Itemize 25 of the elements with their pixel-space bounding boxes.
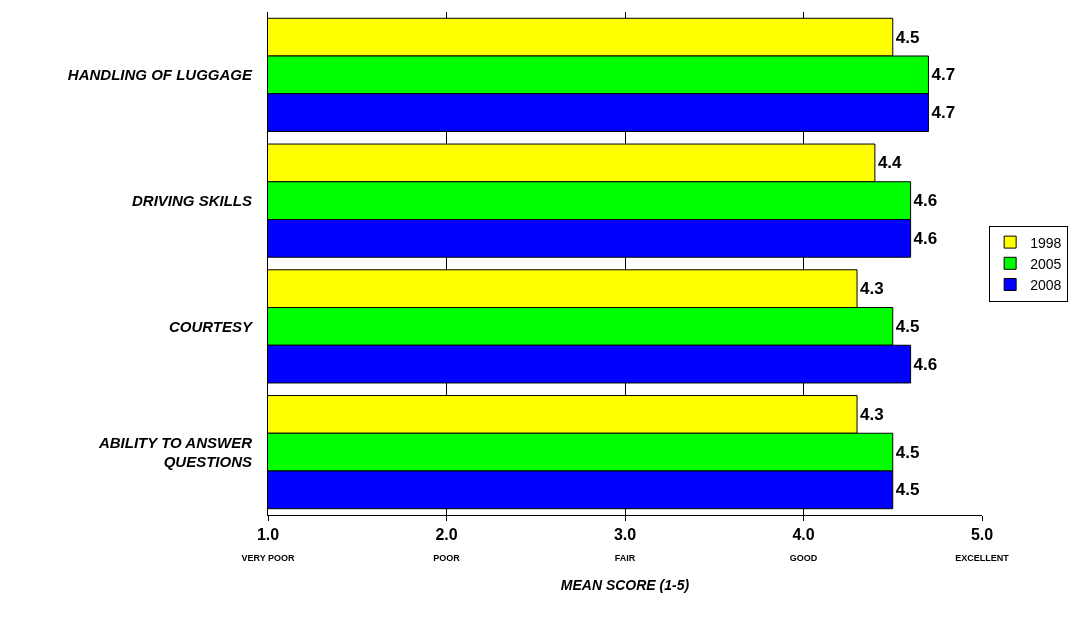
x-tick-label: 3.0 FAIR — [613, 526, 637, 563]
data-label: 4.5 — [895, 442, 920, 462]
data-label: 4.6 — [913, 228, 938, 248]
x-tick-label: 2.0 POOR — [433, 526, 461, 563]
data-label: 4.3 — [860, 404, 884, 424]
legend-label: 2005 — [1030, 255, 1062, 272]
y-tick-label: HANDLING OF LUGGAGE — [67, 66, 253, 84]
data-label: 4.3 — [860, 279, 884, 299]
data-label: 4.6 — [913, 191, 938, 211]
data-label: 4.5 — [895, 480, 920, 500]
data-label: 4.4 — [877, 153, 903, 173]
x-axis-title: MEAN SCORE (1-5) — [560, 577, 690, 594]
legend-label: 1998 — [1030, 234, 1062, 251]
data-label: 4.6 — [913, 354, 938, 374]
y-tick-label: COURTESY — [168, 317, 254, 335]
y-tick-label: DRIVING SKILLS — [131, 191, 252, 209]
data-label: 4.5 — [895, 27, 920, 47]
legend-label: 2008 — [1030, 276, 1062, 293]
data-label: 4.5 — [895, 316, 920, 336]
data-label: 4.7 — [931, 65, 956, 85]
x-tick-label: 4.0 GOOD — [789, 526, 818, 563]
x-tick-label: 5.0 EXCELLENT — [955, 526, 1010, 563]
y-tick-label: ABILITY TO ANSWER QUESTIONS — [97, 433, 253, 471]
data-label: 4.7 — [931, 103, 956, 123]
x-tick-label: 1.0 VERY POOR — [241, 526, 296, 563]
